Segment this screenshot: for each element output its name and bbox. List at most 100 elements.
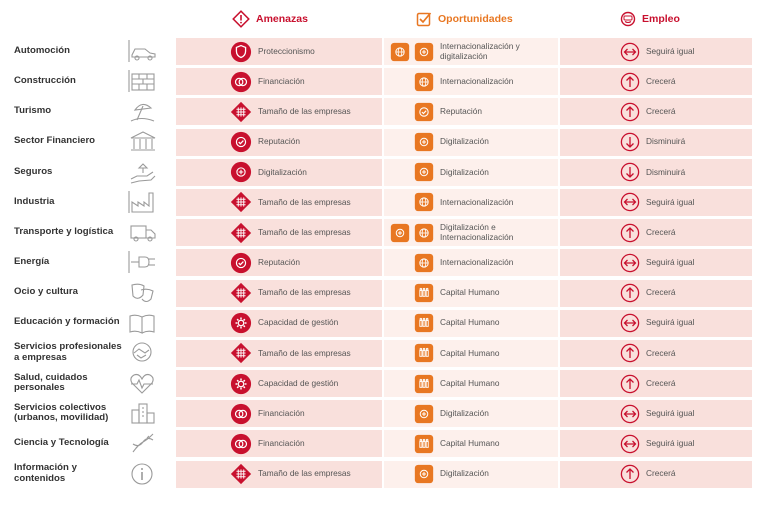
opportunity-icons — [390, 343, 434, 363]
opportunity-icons — [390, 132, 434, 152]
opportunity-icons — [390, 72, 434, 92]
threat-label: Proteccionismo — [258, 45, 315, 56]
arrows-horizontal-icon — [620, 253, 640, 273]
digital-icon — [414, 404, 434, 423]
arrow-down-icon — [620, 162, 640, 182]
sector-name: Automoción — [14, 44, 70, 56]
opportunity-cell: Digitalización — [390, 461, 550, 488]
arrow-up-icon — [620, 283, 640, 303]
column-headers: Amenazas Oportunidades Empleo — [0, 6, 772, 32]
table-row: Salud, cuidados personales Capacidad de g… — [0, 368, 772, 398]
opportunity-icons — [390, 434, 434, 454]
header-empleo-label: Empleo — [642, 13, 680, 25]
employment-label: Seguirá igual — [646, 438, 695, 449]
employment-label: Crecerá — [646, 347, 676, 358]
threat-cell: Financiación — [230, 430, 368, 457]
table-row: Automoción Proteccionismo Internacionaliza… — [0, 36, 772, 66]
table-row: Sector Financiero Reputación Digitalizació… — [0, 127, 772, 157]
employment-label: Crecerá — [646, 468, 676, 479]
threat-label: Tamaño de las empresas — [258, 347, 351, 358]
employment-label: Seguirá igual — [646, 317, 695, 328]
people-icon — [414, 374, 434, 393]
threat-cell: Tamaño de las empresas — [230, 189, 368, 216]
opportunity-icons — [390, 313, 434, 333]
coins-icon — [230, 71, 252, 92]
gear-icon — [230, 373, 252, 394]
threat-label: Capacidad de gestión — [258, 377, 339, 388]
opportunity-label: Capital Humano — [440, 287, 500, 298]
opportunity-icons — [390, 374, 434, 394]
opportunity-band — [384, 158, 558, 186]
table-row: Educación y formación Capacidad de gestió… — [0, 308, 772, 338]
digital-icon — [414, 42, 434, 61]
sector-name: Industria — [14, 195, 55, 207]
opportunity-cell: Digitalización — [390, 400, 550, 427]
opportunity-label: Internacionalización — [440, 75, 514, 86]
gear-icon — [230, 313, 252, 334]
factory-icon — [128, 190, 154, 213]
masks-icon — [131, 283, 154, 302]
digital-icon — [414, 132, 434, 152]
opportunity-cell: Capital Humano — [390, 340, 550, 367]
threat-band — [176, 128, 382, 156]
smiley-icon — [620, 11, 636, 27]
employment-band — [560, 460, 752, 488]
employment-cell: Crecerá — [620, 280, 676, 307]
threat-cell: Financiación — [230, 400, 368, 427]
employment-band — [560, 68, 752, 96]
table-row: Información y contenidos Tamaño de las em… — [0, 459, 772, 489]
umbrella-icon — [130, 104, 155, 122]
employment-band — [560, 128, 752, 156]
shield-icon — [230, 41, 252, 62]
opportunity-band — [384, 309, 558, 337]
threat-cell: Capacidad de gestión — [230, 370, 368, 397]
people-icon — [414, 434, 434, 454]
table-row: Servicios colectivos (urbanos, movilidad… — [0, 398, 772, 428]
grid-icon — [230, 101, 252, 122]
globe-icon — [414, 253, 434, 272]
threat-band — [176, 38, 382, 65]
grid-icon — [230, 282, 252, 304]
arrows-horizontal-icon — [620, 42, 640, 61]
employment-label: Seguirá igual — [646, 257, 695, 268]
sector-name: Ciencia y Tecnología — [14, 437, 109, 449]
threat-band — [176, 158, 382, 186]
threat-label: Financiación — [258, 75, 305, 86]
opportunity-icons — [390, 192, 434, 212]
employment-label: Crecerá — [646, 377, 676, 388]
opportunity-band — [384, 400, 558, 428]
table-row: Turismo Tamaño de las empresas Reputación C… — [0, 96, 772, 126]
opportunity-label: Internacionalización — [440, 196, 514, 207]
opportunity-band — [384, 339, 558, 367]
threat-cell: Reputación — [230, 249, 368, 276]
header-amenazas-label: Amenazas — [256, 13, 308, 25]
employment-label: Seguirá igual — [646, 196, 695, 207]
threat-label: Tamaño de las empresas — [258, 468, 351, 479]
threat-band — [176, 339, 382, 367]
threat-label: Tamaño de las empresas — [258, 287, 351, 298]
employment-label: Seguirá igual — [646, 408, 695, 418]
threat-cell: Tamaño de las empresas — [230, 280, 368, 307]
sector-name: Servicios profesionales a empresas — [14, 341, 122, 363]
opportunity-band — [384, 128, 558, 156]
opportunity-icons — [390, 223, 434, 243]
car-icon — [128, 40, 156, 62]
opportunity-icons — [390, 162, 434, 182]
opportunity-band — [384, 430, 558, 458]
employment-cell: Crecerá — [620, 68, 676, 95]
employment-band — [560, 98, 752, 126]
sector-name: Energía — [14, 256, 50, 268]
employment-label: Crecerá — [646, 287, 676, 298]
opportunity-band — [384, 460, 558, 488]
opportunity-label: Reputación — [440, 106, 482, 117]
check-icon — [230, 252, 252, 273]
arrow-up-icon — [620, 223, 640, 242]
sector-name: Construcción — [14, 74, 76, 86]
header-empleo: Empleo — [620, 6, 680, 32]
arrows-horizontal-icon — [620, 404, 640, 424]
employment-cell: Seguirá igual — [620, 400, 694, 427]
opportunity-band — [384, 98, 558, 126]
employment-band — [560, 370, 752, 398]
header-oportunidades: Oportunidades — [416, 6, 513, 32]
sector-name: Información y contenidos — [14, 462, 77, 484]
